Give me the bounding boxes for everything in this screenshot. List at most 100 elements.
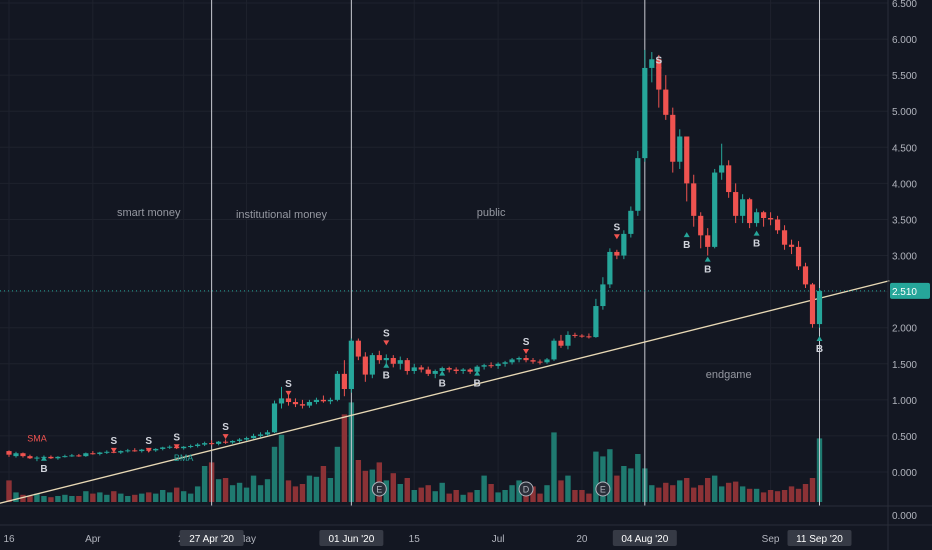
sell-signal-label: S: [222, 422, 229, 433]
volume-bar: [369, 469, 376, 502]
last-price-tag: [890, 282, 930, 299]
volume-bar: [229, 485, 236, 502]
y-tick-label: 1.000: [892, 396, 917, 407]
volume-bar: [83, 491, 89, 502]
phase-annotation: institutional money: [236, 209, 328, 221]
candle-body: [684, 136, 690, 184]
candle-body: [663, 89, 669, 115]
candle-body: [243, 438, 250, 440]
candle-body: [285, 398, 292, 403]
candle-body: [250, 435, 257, 439]
buy-signal-label: B: [704, 265, 711, 276]
date-highlight-label: 11 Sep '20: [796, 534, 843, 545]
candle-body: [656, 59, 662, 90]
candle-body: [677, 136, 683, 162]
candle-body: [390, 357, 396, 364]
y-tick-label: 6.000: [892, 35, 917, 46]
last-price-label: 2.510: [892, 287, 917, 298]
volume-bar: [544, 485, 550, 502]
volume-bar: [236, 482, 243, 502]
candle-body: [153, 448, 159, 451]
volume-bar: [41, 496, 47, 502]
sell-signal-arrow: [285, 390, 292, 396]
x-tick-label: Jul: [492, 534, 505, 545]
candle-body: [397, 360, 403, 364]
candle-body: [760, 212, 767, 219]
volume-bar: [432, 491, 438, 502]
candle-body: [411, 367, 417, 371]
candle-body: [132, 450, 138, 452]
candle-body: [34, 457, 40, 459]
candle-body: [614, 251, 620, 256]
candle-body: [593, 306, 599, 338]
candle-body: [369, 355, 375, 375]
event-circle: [371, 481, 387, 497]
buy-signal-label: B: [474, 379, 481, 390]
x-tick-label: Apr: [85, 534, 101, 545]
volume-bar: [48, 497, 54, 502]
candle-body: [13, 453, 19, 457]
volume-bar: [628, 468, 634, 502]
volume-bar: [201, 466, 208, 502]
candle-body: [167, 446, 173, 448]
volume-bar: [565, 475, 571, 502]
candle-body: [327, 399, 334, 402]
date-highlight-box: [179, 530, 244, 546]
volume-bar: [292, 486, 299, 502]
sell-signal-label: S: [383, 328, 390, 339]
volume-bar: [411, 490, 417, 502]
volume-bar: [264, 479, 271, 502]
volume-bar: [327, 478, 334, 502]
candle-body: [781, 230, 788, 245]
candle-body: [816, 290, 823, 325]
volume-bar: [271, 446, 278, 502]
candle-body: [264, 432, 271, 435]
volume-bar: [691, 487, 697, 502]
price-candles: [6, 49, 823, 462]
volume-bar: [215, 479, 222, 502]
sell-signal-label: S: [285, 379, 292, 390]
candle-body: [635, 158, 641, 211]
x-tick-label: May: [237, 534, 256, 545]
volume-bar: [509, 485, 515, 502]
sell-signal-arrow: [523, 349, 530, 355]
buy-signal-label: B: [40, 464, 47, 475]
grid: [0, 0, 888, 502]
candle-body: [446, 368, 452, 370]
volume-bar: [614, 475, 620, 502]
x-tick-label: Sep: [762, 534, 780, 545]
volume-bar: [572, 490, 578, 502]
candle-body: [495, 363, 501, 366]
candle-body: [802, 266, 809, 285]
volume-bar: [313, 476, 320, 502]
candle-body: [271, 403, 278, 433]
volume-bar: [781, 490, 788, 502]
volume-bar: [663, 482, 669, 502]
volume-bar: [104, 494, 110, 502]
candle-body: [20, 453, 26, 457]
volume-bar: [306, 475, 313, 502]
y-tick-label: 4.500: [892, 143, 917, 154]
volume-bar: [153, 493, 159, 502]
volume-bar: [69, 496, 75, 502]
volume-bar: [118, 493, 124, 502]
candle-body: [229, 440, 236, 443]
volume-bar: [13, 492, 19, 502]
volume-bar: [34, 493, 40, 502]
sell-signal-label: S: [110, 436, 117, 447]
candle-body: [670, 114, 676, 162]
volume-bar: [404, 478, 410, 502]
candle-body: [216, 441, 222, 444]
volume-bar: [530, 486, 536, 502]
candle-body: [83, 453, 89, 457]
volume-bar: [250, 475, 257, 502]
volume-bar: [222, 478, 229, 502]
candle-body: [209, 443, 215, 445]
y-tick-label: 5.000: [892, 107, 917, 118]
candle-body: [160, 447, 166, 449]
candle-body: [698, 215, 704, 236]
